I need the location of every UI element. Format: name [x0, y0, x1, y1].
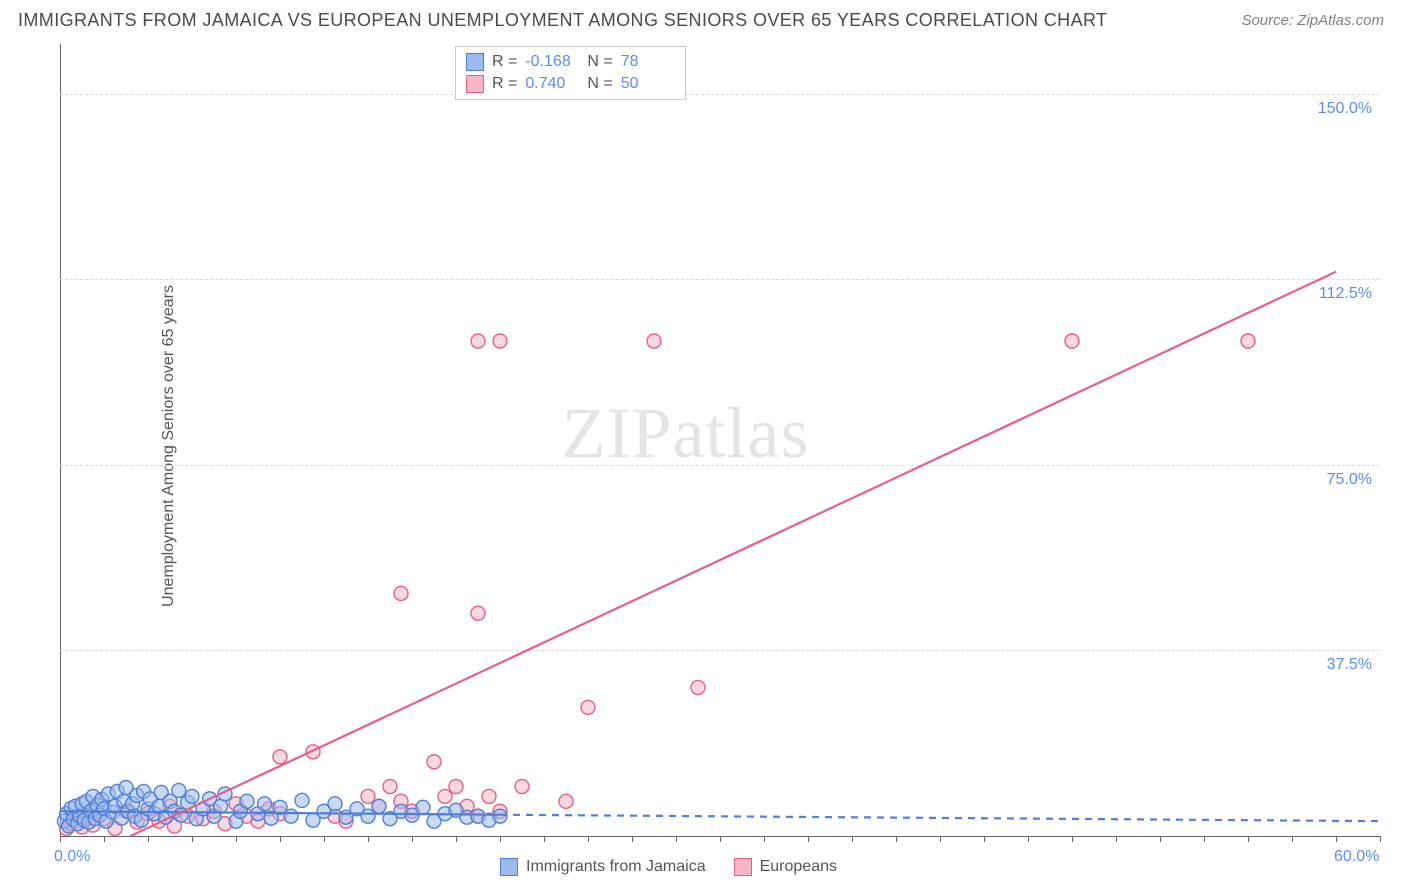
data-point — [449, 780, 463, 794]
data-point — [383, 780, 397, 794]
x-tick — [1204, 836, 1205, 842]
x-tick — [236, 836, 237, 842]
data-point — [427, 755, 441, 769]
x-tick — [1292, 836, 1293, 842]
x-tick — [500, 836, 501, 842]
data-point — [172, 783, 186, 797]
data-point — [361, 809, 375, 823]
x-tick — [412, 836, 413, 842]
data-point — [361, 789, 375, 803]
data-point — [295, 793, 309, 807]
chart-title: IMMIGRANTS FROM JAMAICA VS EUROPEAN UNEM… — [18, 10, 1107, 31]
data-point — [328, 797, 342, 811]
legend-label-pink: Europeans — [760, 858, 837, 876]
data-point — [394, 586, 408, 600]
data-point — [559, 794, 573, 808]
legend-correlation: R = -0.168 N = 78 R = 0.740 N = 50 — [455, 46, 686, 100]
data-point — [185, 789, 199, 803]
swatch-blue — [466, 53, 484, 71]
legend-r-label: R = — [492, 51, 517, 73]
x-tick — [720, 836, 721, 842]
legend-n-pink: 50 — [621, 73, 675, 95]
data-point — [581, 700, 595, 714]
x-tick — [764, 836, 765, 842]
x-tick — [1380, 836, 1381, 842]
x-tick — [192, 836, 193, 842]
x-tick — [324, 836, 325, 842]
data-point — [284, 809, 298, 823]
swatch-pink — [734, 858, 752, 876]
data-point — [372, 799, 386, 813]
legend-n-label: N = — [587, 73, 612, 95]
legend-label-blue: Immigrants from Jamaica — [526, 858, 706, 876]
legend-r-pink: 0.740 — [525, 73, 579, 95]
x-tick — [1248, 836, 1249, 842]
x-tick-label: 0.0% — [54, 848, 90, 866]
x-tick — [808, 836, 809, 842]
x-tick — [148, 836, 149, 842]
trend-line — [500, 815, 1380, 821]
x-tick — [104, 836, 105, 842]
data-point — [493, 334, 507, 348]
legend-n-blue: 78 — [621, 51, 675, 73]
x-tick — [632, 836, 633, 842]
data-point — [691, 681, 705, 695]
x-tick — [852, 836, 853, 842]
x-tick — [1028, 836, 1029, 842]
x-tick — [588, 836, 589, 842]
data-point — [438, 789, 452, 803]
legend-n-label: N = — [587, 51, 612, 73]
legend-r-blue: -0.168 — [525, 51, 579, 73]
legend-row-blue: R = -0.168 N = 78 — [466, 51, 675, 73]
swatch-blue — [500, 858, 518, 876]
legend-r-label: R = — [492, 73, 517, 95]
x-tick — [1336, 836, 1337, 842]
legend-series: Immigrants from Jamaica Europeans — [500, 858, 837, 876]
data-point — [482, 789, 496, 803]
data-point — [647, 334, 661, 348]
data-point — [515, 780, 529, 794]
data-point — [1065, 334, 1079, 348]
x-tick — [544, 836, 545, 842]
source-label: Source: ZipAtlas.com — [1241, 12, 1384, 29]
data-point — [416, 800, 430, 814]
data-point — [273, 750, 287, 764]
data-point — [471, 334, 485, 348]
data-point — [493, 809, 507, 823]
plot-svg — [60, 44, 1380, 836]
x-tick — [60, 836, 61, 842]
x-tick — [456, 836, 457, 842]
x-tick — [940, 836, 941, 842]
swatch-pink — [466, 75, 484, 93]
data-point — [258, 797, 272, 811]
x-tick — [896, 836, 897, 842]
x-tick — [368, 836, 369, 842]
legend-row-pink: R = 0.740 N = 50 — [466, 73, 675, 95]
x-tick — [1116, 836, 1117, 842]
legend-item-pink: Europeans — [734, 858, 837, 876]
x-tick — [984, 836, 985, 842]
legend-item-blue: Immigrants from Jamaica — [500, 858, 706, 876]
scatter-plot: 37.5%75.0%112.5%150.0%0.0%60.0% — [60, 44, 1380, 836]
x-tick-label: 60.0% — [1334, 848, 1379, 866]
x-tick — [676, 836, 677, 842]
x-tick — [1160, 836, 1161, 842]
data-point — [240, 794, 254, 808]
x-tick — [1072, 836, 1073, 842]
x-tick — [280, 836, 281, 842]
trend-line — [130, 272, 1336, 836]
data-point — [1241, 334, 1255, 348]
data-point — [471, 606, 485, 620]
